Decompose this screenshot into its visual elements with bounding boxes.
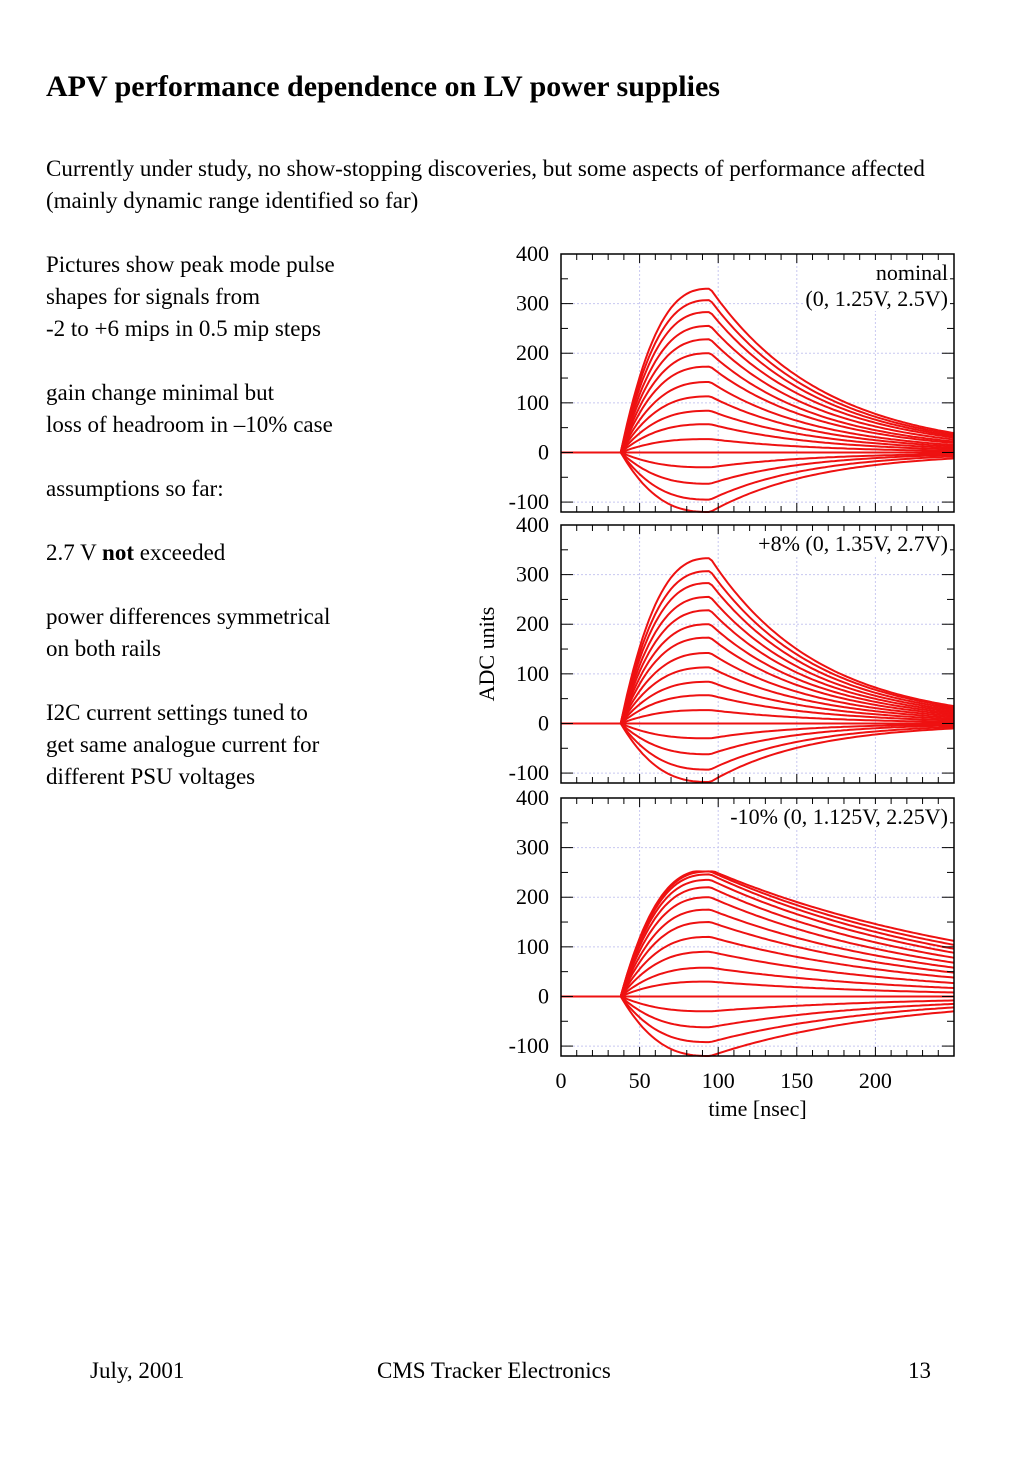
y-tick-label: 200 [516, 611, 549, 636]
y-tick-label: 0 [538, 983, 549, 1008]
intro-text: Currently under study, no show-stopping … [46, 156, 925, 213]
x-tick-label: 100 [702, 1068, 735, 1093]
footer-title: CMS Tracker Electronics [377, 1358, 611, 1383]
pulse-curve-0.5-mip [561, 438, 955, 454]
note-power-line-1: power differences symmetrical [46, 604, 331, 629]
y-tick-label: 400 [516, 785, 549, 810]
panel-label: (0, 1.25V, 2.5V) [805, 286, 948, 311]
notes-panel: Pictures show peak mode pulse shapes for… [46, 249, 446, 793]
pulse-curve-1.5-mip [561, 680, 955, 725]
note-i2c-line-2: get same analogue current for [46, 732, 320, 757]
note-spacer [46, 505, 446, 537]
pulse-curve--1.5-mip [561, 451, 955, 501]
pulse-curve--0.5-mip [561, 995, 955, 1013]
x-axis-label: time [nsec] [708, 1096, 806, 1121]
pulse-curve--1.5-mip [561, 722, 955, 771]
pulse-curve-2-mip [561, 666, 955, 725]
y-tick-label: 100 [516, 390, 549, 415]
pulse-curve-6-mip [561, 870, 955, 998]
note-pictures-line-2: shapes for signals from [46, 284, 260, 309]
panel-label-bg [873, 260, 950, 285]
y-tick-label: 400 [516, 512, 549, 537]
note-spacer [46, 441, 446, 473]
pulse-curve--2-mip [561, 995, 955, 1057]
pulse-curve-2-mip [561, 395, 955, 454]
y-tick-label: 200 [516, 884, 549, 909]
note-pictures-line-3: -2 to +6 mips in 0.5 mip steps [46, 316, 321, 341]
panel-3: -10% (0, 1.125V, 2.25V) [560, 797, 955, 1057]
pulse-curve-0.5-mip [561, 980, 955, 998]
x-tick-label: 150 [780, 1068, 813, 1093]
pulse-curve--0.5-mip [561, 451, 955, 469]
note-i2c-line-1: I2C current settings tuned to [46, 700, 308, 725]
pulse-curve--0.5-mip [561, 722, 954, 740]
pulse-curve--2-mip [561, 451, 955, 513]
panel-frame [560, 524, 955, 784]
pulse-curve-0.5-mip [561, 709, 955, 725]
pulse-curve-1-mip [561, 423, 955, 454]
y-tick-label: 300 [516, 291, 549, 316]
y-tick-label: 400 [516, 241, 549, 266]
y-tick-label: 0 [538, 439, 549, 464]
pulse-curve--1.5-mip [561, 995, 955, 1044]
note-spacer [46, 345, 446, 377]
pulse-curve-1-mip [561, 966, 955, 998]
pulse-curve-1-mip [561, 694, 955, 725]
panel-label: -10% (0, 1.125V, 2.25V) [730, 804, 948, 829]
note-assumptions: assumptions so far: [46, 476, 224, 501]
note-power-line-2: on both rails [46, 636, 161, 661]
pulse-curve-6-mip [561, 557, 955, 725]
y-axis-label: ADC units [474, 607, 499, 702]
voltage-value: 2.7 V [46, 540, 97, 565]
pulse-curve-1.5-mip [561, 409, 955, 454]
panel-frame [560, 253, 955, 513]
y-tick-label: 300 [516, 835, 549, 860]
panel-1: nominal(0, 1.25V, 2.5V) [560, 253, 955, 513]
panel-label-bg [756, 531, 950, 556]
x-tick-label: 200 [859, 1068, 892, 1093]
note-spacer [46, 569, 446, 601]
pulse-curve--2-mip [561, 722, 955, 783]
voltage-emphasis: not [102, 540, 134, 565]
pulse-curve--1-mip [561, 722, 955, 756]
pulse-curve-6-mip [561, 287, 955, 454]
pulse-curve-1.5-mip [561, 950, 955, 998]
y-tick-label: 0 [538, 710, 549, 735]
panel-label: nominal [876, 260, 948, 285]
pulse-curve-2-mip [561, 935, 955, 998]
panel-label: +8% (0, 1.35V, 2.7V) [758, 531, 948, 556]
y-tick-label: 100 [516, 934, 549, 959]
y-tick-label: 100 [516, 661, 549, 686]
note-voltage-limit: 2.7 V not exceeded [46, 537, 446, 569]
panel-2: +8% (0, 1.35V, 2.7V) [560, 524, 955, 784]
note-spacer [46, 665, 446, 697]
page-title: APV performance dependence on LV power s… [46, 70, 720, 103]
y-tick-label: -100 [509, 1033, 549, 1058]
note-gain-line-2: loss of headroom in –10% case [46, 412, 333, 437]
voltage-suffix: exceeded [139, 540, 226, 565]
y-tick-label: -100 [509, 760, 549, 785]
y-tick-label: -100 [509, 489, 549, 514]
pulse-curve--1-mip [561, 995, 955, 1029]
note-gain-line-1: gain change minimal but [46, 380, 275, 405]
footer-date: July, 2001 [90, 1358, 185, 1383]
panel-frame [560, 797, 955, 1057]
panel-label-bg [803, 286, 950, 311]
footer-page-number: 13 [908, 1358, 931, 1383]
note-i2c-line-3: different PSU voltages [46, 764, 256, 789]
x-tick-label: 50 [629, 1068, 651, 1093]
panel-label-bg [728, 804, 950, 829]
pulse-shape-chart: nominal(0, 1.25V, 2.5V) -100 0 100 200 300 400… [474, 241, 955, 1121]
y-tick-label: 200 [516, 340, 549, 365]
pulse-curve--1-mip [561, 451, 955, 485]
x-tick-label: 0 [556, 1068, 567, 1093]
y-tick-label: 300 [516, 562, 549, 587]
note-pictures-line-1: Pictures show peak mode pulse [46, 252, 335, 277]
